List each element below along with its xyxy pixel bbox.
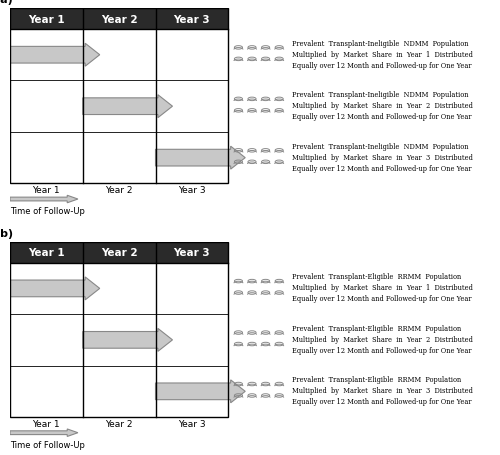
Text: Prevalent  Transplant-Eligible  RRMM  Population
Multiplied  by  Market  Share  : Prevalent Transplant-Eligible RRMM Popul… (292, 273, 473, 303)
Text: Year 1: Year 1 (28, 248, 64, 258)
FancyArrow shape (83, 329, 172, 352)
Bar (10, 9, 228, 30)
Text: Year 2: Year 2 (106, 419, 133, 428)
FancyArrow shape (10, 44, 100, 67)
FancyArrow shape (156, 147, 245, 170)
Text: Year 3: Year 3 (174, 15, 210, 25)
Text: (a): (a) (0, 0, 13, 5)
Text: Year 3: Year 3 (178, 186, 206, 195)
Text: Time of Follow-Up: Time of Follow-Up (10, 207, 85, 216)
Text: Prevalent  Transplant-Eligible  RRMM  Population
Multiplied  by  Market  Share  : Prevalent Transplant-Eligible RRMM Popul… (292, 375, 473, 405)
Text: Prevalent  Transplant-Ineligible  NDMM  Population
Multiplied  by  Market  Share: Prevalent Transplant-Ineligible NDMM Pop… (292, 142, 473, 172)
FancyArrow shape (10, 277, 100, 300)
Bar (10, 242, 228, 417)
Text: Year 3: Year 3 (174, 248, 210, 258)
Text: Prevalent  Transplant-Ineligible  NDMM  Population
Multiplied  by  Market  Share: Prevalent Transplant-Ineligible NDMM Pop… (292, 40, 473, 70)
FancyArrow shape (10, 196, 78, 203)
Text: Year 1: Year 1 (28, 15, 64, 25)
Text: Year 2: Year 2 (101, 15, 138, 25)
Text: Year 1: Year 1 (32, 186, 60, 195)
FancyArrow shape (10, 429, 78, 436)
Text: Prevalent  Transplant-Eligible  RRMM  Population
Multiplied  by  Market  Share  : Prevalent Transplant-Eligible RRMM Popul… (292, 324, 473, 354)
Text: Time of Follow-Up: Time of Follow-Up (10, 440, 85, 449)
Text: Year 2: Year 2 (101, 248, 138, 258)
Text: (b): (b) (0, 228, 14, 238)
Text: Year 2: Year 2 (106, 186, 133, 195)
Text: Prevalent  Transplant-Ineligible  NDMM  Population
Multiplied  by  Market  Share: Prevalent Transplant-Ineligible NDMM Pop… (292, 91, 473, 121)
Bar (10, 9, 228, 184)
FancyArrow shape (156, 380, 245, 403)
Text: Year 3: Year 3 (178, 419, 206, 428)
Bar (10, 242, 228, 263)
Text: Year 1: Year 1 (32, 419, 60, 428)
FancyArrow shape (83, 96, 172, 118)
